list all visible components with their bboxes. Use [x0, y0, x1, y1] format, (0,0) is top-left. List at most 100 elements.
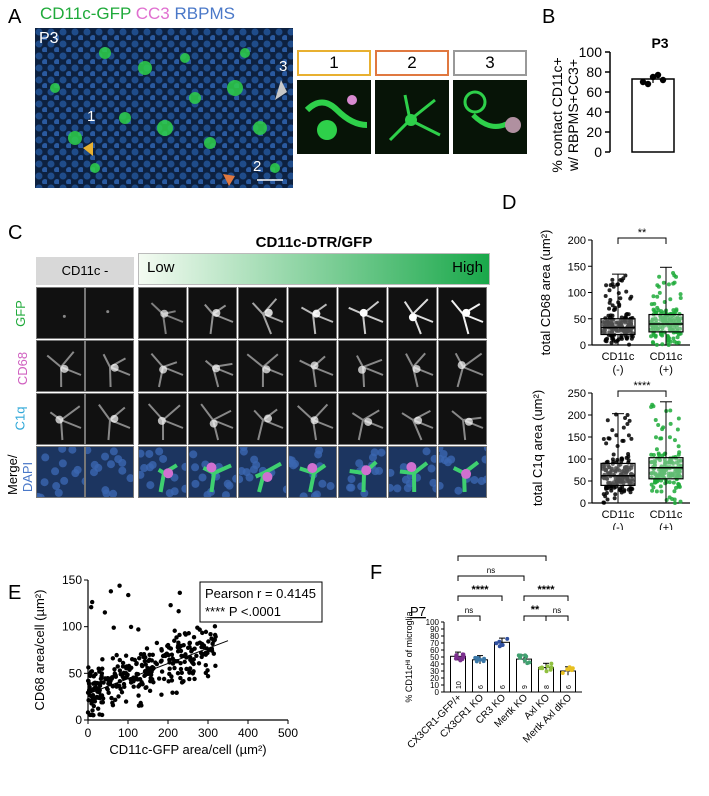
panel-e-point: [87, 712, 93, 718]
panel-d-point: [604, 441, 609, 446]
panel-d-point: [669, 473, 674, 478]
panel-d-point: [678, 474, 683, 479]
micrograph-tile: [388, 393, 437, 445]
inset-3-image: [453, 80, 527, 154]
panel-e-point: [169, 678, 175, 683]
panel-f-n-label: 8: [544, 685, 551, 689]
panel-d-point: [610, 281, 615, 286]
panel-e-point: [150, 652, 155, 658]
dapi-nucleus: [429, 478, 436, 487]
merge-cd68: [361, 465, 372, 476]
panel-e-point: [86, 698, 91, 703]
panel-b-ylabel-1: % contact CD11c+: [549, 57, 565, 172]
panel-b-ylabel-2: w/ RBPMS+CC3+: [565, 59, 581, 172]
merge-cd68: [406, 462, 417, 473]
panel-d-point: [612, 496, 617, 501]
panel-f-sig-label: ns: [465, 606, 473, 615]
panel-d-point: [668, 339, 673, 344]
cell-process: [299, 355, 334, 388]
panel-d-point: [607, 306, 612, 311]
panel-d-point: [671, 308, 676, 313]
panel-e-point: [87, 684, 92, 690]
micrograph-tile: [238, 446, 287, 498]
panel-d-point: [662, 457, 667, 462]
panel-d-ytick-label: 250: [568, 388, 586, 400]
panel-d-point: [624, 455, 629, 460]
panel-d-point: [606, 471, 611, 476]
gradient-high-label: High: [452, 259, 483, 276]
panel-d-point: [621, 438, 626, 443]
panel-e-point: [143, 662, 148, 667]
panel-e-point: [115, 664, 120, 669]
panel-d-point: [603, 293, 608, 298]
panel-a-label: A: [8, 6, 22, 28]
cell-body: [310, 361, 319, 370]
panel-f-point: [460, 652, 465, 657]
panel-d-point: [620, 469, 625, 474]
panel-d-point: [603, 494, 608, 499]
channel-legend: CD11c-GFP CC3 RBPMS: [40, 4, 235, 24]
panel-e-point: [174, 690, 179, 695]
panel-e-point: [129, 656, 135, 662]
panel-e-point: [161, 676, 167, 682]
panel-d-point: [659, 331, 664, 336]
panel-e-point: [100, 657, 105, 662]
panel-b-point: [654, 71, 662, 79]
panel-d-point: [658, 484, 663, 489]
panel-d-ylabel: total C1q area (um²): [530, 390, 545, 506]
panel-f-bar: [494, 641, 510, 693]
panel-e-point: [126, 592, 131, 598]
panel-d-point: [660, 453, 665, 458]
panel-e-ytick-label: 50: [69, 666, 83, 680]
panel-f-point: [560, 671, 565, 676]
dapi-nucleus: [189, 450, 198, 459]
micrograph-tile: [188, 287, 237, 339]
cell-body: [157, 416, 166, 425]
panel-d-point: [613, 492, 618, 497]
panel-e-point: [85, 678, 91, 683]
dapi-nucleus: [181, 462, 186, 471]
panel-e-point: [198, 650, 204, 656]
dapi-nucleus: [282, 485, 286, 494]
dapi-nucleus: [86, 447, 92, 455]
panel-b-point: [649, 73, 657, 81]
panel-d-point: [678, 458, 683, 463]
panel-d-ytick-label: 150: [568, 432, 586, 444]
panel-e-point: [203, 670, 209, 676]
panel-e-point: [102, 676, 108, 681]
panel-f-sig-label: ****: [471, 584, 489, 596]
panel-d-point: [603, 468, 608, 473]
panel-e-xlabel: CD11c-GFP area/cell (µm²): [109, 742, 266, 757]
panel-e-point: [172, 665, 177, 671]
panel-d-ytick-label: 100: [568, 454, 586, 466]
panel-d-point: [651, 470, 656, 475]
panel-d-point: [602, 463, 607, 468]
panel-d-point: [609, 330, 614, 335]
panel-e-point: [165, 643, 170, 649]
panel-d-box: [600, 462, 636, 487]
panel-e-point: [147, 657, 152, 662]
panel-d-point: [609, 340, 614, 345]
panel-e-point: [136, 627, 141, 632]
panel-d-box: [648, 313, 684, 333]
panel-e-point: [159, 669, 165, 674]
merge-cd68: [461, 468, 472, 479]
panel-d-point: [615, 282, 620, 287]
panel-e-point: [172, 628, 177, 633]
panel-e-point: [109, 695, 114, 701]
cell-body: [412, 364, 421, 373]
panel-d-ytick-label: 150: [568, 261, 586, 273]
micrograph-tile: [85, 340, 134, 392]
panel-e-point: [90, 693, 96, 698]
panel-d-point: [604, 491, 609, 496]
panel-e-point: [117, 583, 122, 588]
arrowhead-1: [83, 142, 93, 156]
dapi-nucleus: [245, 473, 254, 482]
panel-e-point: [187, 676, 192, 682]
panel-d-point: [621, 425, 626, 430]
panel-f-sig-label: ****: [493, 555, 511, 556]
panel-e-point: [184, 666, 189, 672]
panel-d-point: [654, 342, 659, 347]
panel-b-ytick-label: 40: [586, 104, 602, 120]
